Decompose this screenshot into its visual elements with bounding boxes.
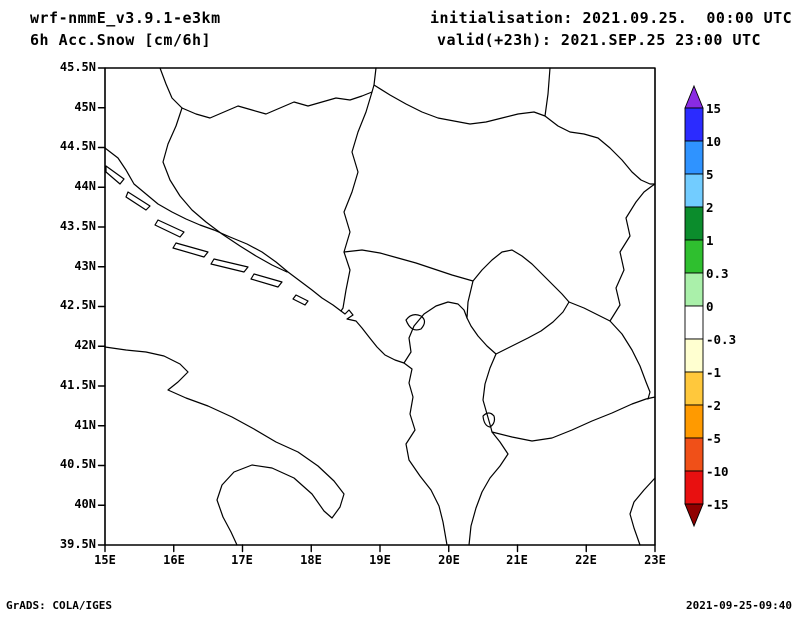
colorbar-segment bbox=[684, 173, 704, 208]
colorbar-label: 0 bbox=[706, 299, 714, 314]
valid-time: valid(+23h): 2021.SEP.25 23:00 UTC bbox=[437, 31, 762, 49]
border-kosovo bbox=[466, 249, 570, 355]
lat-tick-label: 43N bbox=[74, 259, 96, 273]
colorbar-segment bbox=[684, 239, 704, 274]
colorbar-segment bbox=[684, 305, 704, 340]
border-albania-east-greece bbox=[468, 353, 509, 546]
lon-tick-label: 20E bbox=[438, 553, 460, 567]
colorbar-label: -15 bbox=[706, 497, 729, 512]
lon-tick-label: 17E bbox=[231, 553, 253, 567]
colorbar-label: 5 bbox=[706, 167, 714, 182]
colorbar-label: -10 bbox=[706, 464, 729, 479]
border-north-sava bbox=[159, 67, 377, 119]
lat-tick-label: 41.5N bbox=[59, 378, 96, 392]
lon-tick-label: 16E bbox=[163, 553, 185, 567]
colorbar-label: -1 bbox=[706, 365, 722, 380]
lat-tick-label: 41N bbox=[74, 418, 96, 432]
border-albania-montenegro bbox=[403, 301, 468, 364]
lat-tick-label: 44N bbox=[74, 179, 96, 193]
lat-tick-label: 43.5N bbox=[59, 219, 96, 233]
lon-tick-label: 22E bbox=[575, 553, 597, 567]
lon-tick-marks bbox=[104, 544, 656, 553]
lat-tick-label: 42N bbox=[74, 338, 96, 352]
init-time: initialisation: 2021.09.25. 00:00 UTC bbox=[430, 9, 793, 27]
lon-tick-label: 19E bbox=[369, 553, 391, 567]
lon-tick-label: 15E bbox=[94, 553, 116, 567]
lon-tick-label: 18E bbox=[300, 553, 322, 567]
colorbar-label: 0.3 bbox=[706, 266, 729, 281]
dalmatian-islands bbox=[105, 165, 309, 306]
colorbar-label: 15 bbox=[706, 101, 722, 116]
border-macedonia-greece bbox=[491, 396, 656, 442]
colorbar-label: -5 bbox=[706, 431, 722, 446]
colorbar-label: 2 bbox=[706, 200, 714, 215]
render-timestamp: 2021-09-25-09:40 bbox=[686, 599, 792, 612]
lat-tick-label: 44.5N bbox=[59, 139, 96, 153]
coastline-adriatic-east bbox=[104, 147, 448, 546]
lon-tick-label: 21E bbox=[506, 553, 528, 567]
border-macedonia-serbia bbox=[568, 301, 611, 322]
colorbar-segment bbox=[684, 338, 704, 373]
colorbar-segment bbox=[684, 470, 704, 505]
lat-tick-label: 42.5N bbox=[59, 298, 96, 312]
colorbar-label: -0.3 bbox=[706, 332, 737, 347]
border-bosnia-west bbox=[162, 107, 288, 273]
lat-tick-label: 45.5N bbox=[59, 60, 96, 74]
border-drina bbox=[340, 91, 373, 312]
colorbar-segment bbox=[684, 404, 704, 439]
colorbar-segment bbox=[684, 437, 704, 472]
map-canvas bbox=[97, 67, 656, 553]
colorbar-arrow-bottom bbox=[684, 503, 704, 528]
border-montenegro-serbia bbox=[343, 249, 474, 282]
colorbar bbox=[684, 84, 704, 528]
lon-tick-label: 23E bbox=[644, 553, 666, 567]
colorbar-segment bbox=[684, 140, 704, 175]
coastline-italy bbox=[104, 346, 345, 546]
grads-credit: GrADS: COLA/IGES bbox=[6, 599, 112, 612]
colorbar-arrow-top bbox=[684, 84, 704, 109]
border-danube-serbia-romania bbox=[373, 67, 656, 185]
colorbar-segment bbox=[684, 206, 704, 241]
field-title: 6h Acc.Snow [cm/6h] bbox=[30, 31, 212, 49]
colorbar-label: 10 bbox=[706, 134, 722, 149]
colorbar-label: 1 bbox=[706, 233, 714, 248]
colorbar-label: -2 bbox=[706, 398, 722, 413]
colorbar-segment bbox=[684, 371, 704, 406]
coastline-aegean-corner bbox=[629, 477, 656, 546]
map-frame bbox=[104, 67, 656, 546]
lat-tick-label: 40.5N bbox=[59, 457, 96, 471]
colorbar-segment bbox=[684, 272, 704, 307]
lat-tick-label: 40N bbox=[74, 497, 96, 511]
border-bulgaria-west bbox=[609, 183, 656, 400]
lakes bbox=[405, 314, 496, 428]
colorbar-segment bbox=[684, 107, 704, 142]
lat-tick-label: 45N bbox=[74, 100, 96, 114]
lat-tick-label: 39.5N bbox=[59, 537, 96, 551]
model-title: wrf-nmmE_v3.9.1-e3km bbox=[30, 9, 221, 27]
lat-tick-marks bbox=[97, 67, 106, 546]
